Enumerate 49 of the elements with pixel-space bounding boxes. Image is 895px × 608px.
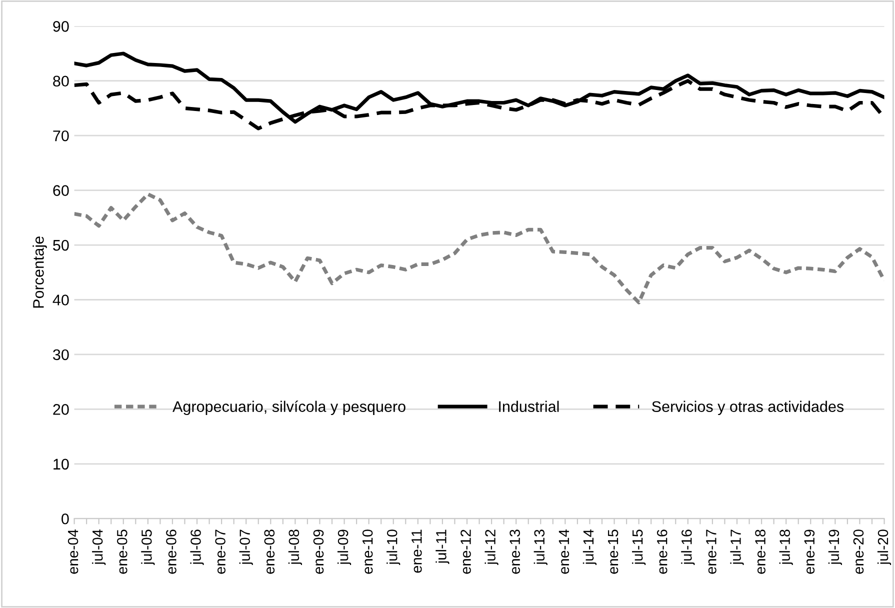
line-series (74, 192, 884, 304)
x-tick-label: jul-04 (92, 529, 106, 566)
x-tick-label: jul-20 (877, 530, 892, 566)
y-tick-label: 40 (52, 294, 69, 306)
x-tick-label: ene-04 (68, 529, 78, 574)
x-tick-label: jul-10 (386, 530, 400, 566)
x-tick-label: ene-07 (215, 530, 226, 574)
y-tick-label: 0 (62, 513, 69, 524)
x-tick-label: ene-06 (166, 530, 176, 574)
x-tick-label: ene-16 (656, 530, 668, 574)
x-tick-label: jul-16 (681, 530, 695, 566)
y-tick-label: 30 (53, 349, 69, 360)
x-tick-label: jul-11 (436, 530, 450, 564)
y-tick-label: 90 (53, 21, 69, 32)
x-tick-label: ene-05 (116, 530, 128, 574)
legend-label: Industrial (499, 400, 559, 412)
x-tick-label: ene-18 (755, 530, 766, 574)
x-tick-label: ene-15 (608, 530, 618, 574)
x-tick-label: jul-19 (828, 530, 842, 566)
legend-label: Servicios y otras actividades (652, 400, 844, 416)
x-tick-label: ene-08 (264, 530, 275, 574)
x-tick-label: ene-12 (460, 530, 471, 574)
x-tick-label: jul-15 (632, 530, 646, 566)
y-axis-title: Porcentaje (32, 236, 47, 308)
y-tick-label: 50 (53, 240, 69, 251)
y-tick-label: 20 (53, 404, 69, 415)
x-tick-label: ene-13 (510, 530, 520, 574)
x-tick-label: ene-20 (853, 530, 864, 574)
y-tick-label: 10 (54, 458, 69, 470)
y-tick-label: 80 (53, 76, 69, 87)
x-tick-label: jul-17 (730, 530, 744, 566)
x-tick-label: ene-14 (558, 529, 570, 574)
x-tick-label: jul-05 (141, 530, 155, 566)
x-tick-label: jul-07 (239, 530, 253, 566)
x-tick-label: jul-18 (779, 530, 793, 566)
x-tick-label: jul-09 (337, 530, 352, 566)
x-tick-label: jul-14 (582, 529, 597, 566)
y-tick-label: 70 (53, 130, 69, 142)
x-tick-label: jul-12 (484, 530, 498, 566)
legend-label: Agropecuario, silvícola y pesquero (172, 400, 406, 416)
x-tick-label: jul-13 (534, 530, 548, 566)
y-tick-label: 60 (53, 185, 69, 196)
x-tick-label: ene-10 (362, 530, 373, 574)
x-tick-label: jul-08 (288, 530, 302, 566)
x-tick-label: jul-06 (190, 530, 204, 566)
x-tick-label: ene-11 (412, 530, 422, 573)
x-tick-label: ene-09 (313, 530, 324, 574)
x-tick-label: ene-19 (804, 530, 815, 574)
x-tick-label: ene-17 (706, 530, 716, 574)
